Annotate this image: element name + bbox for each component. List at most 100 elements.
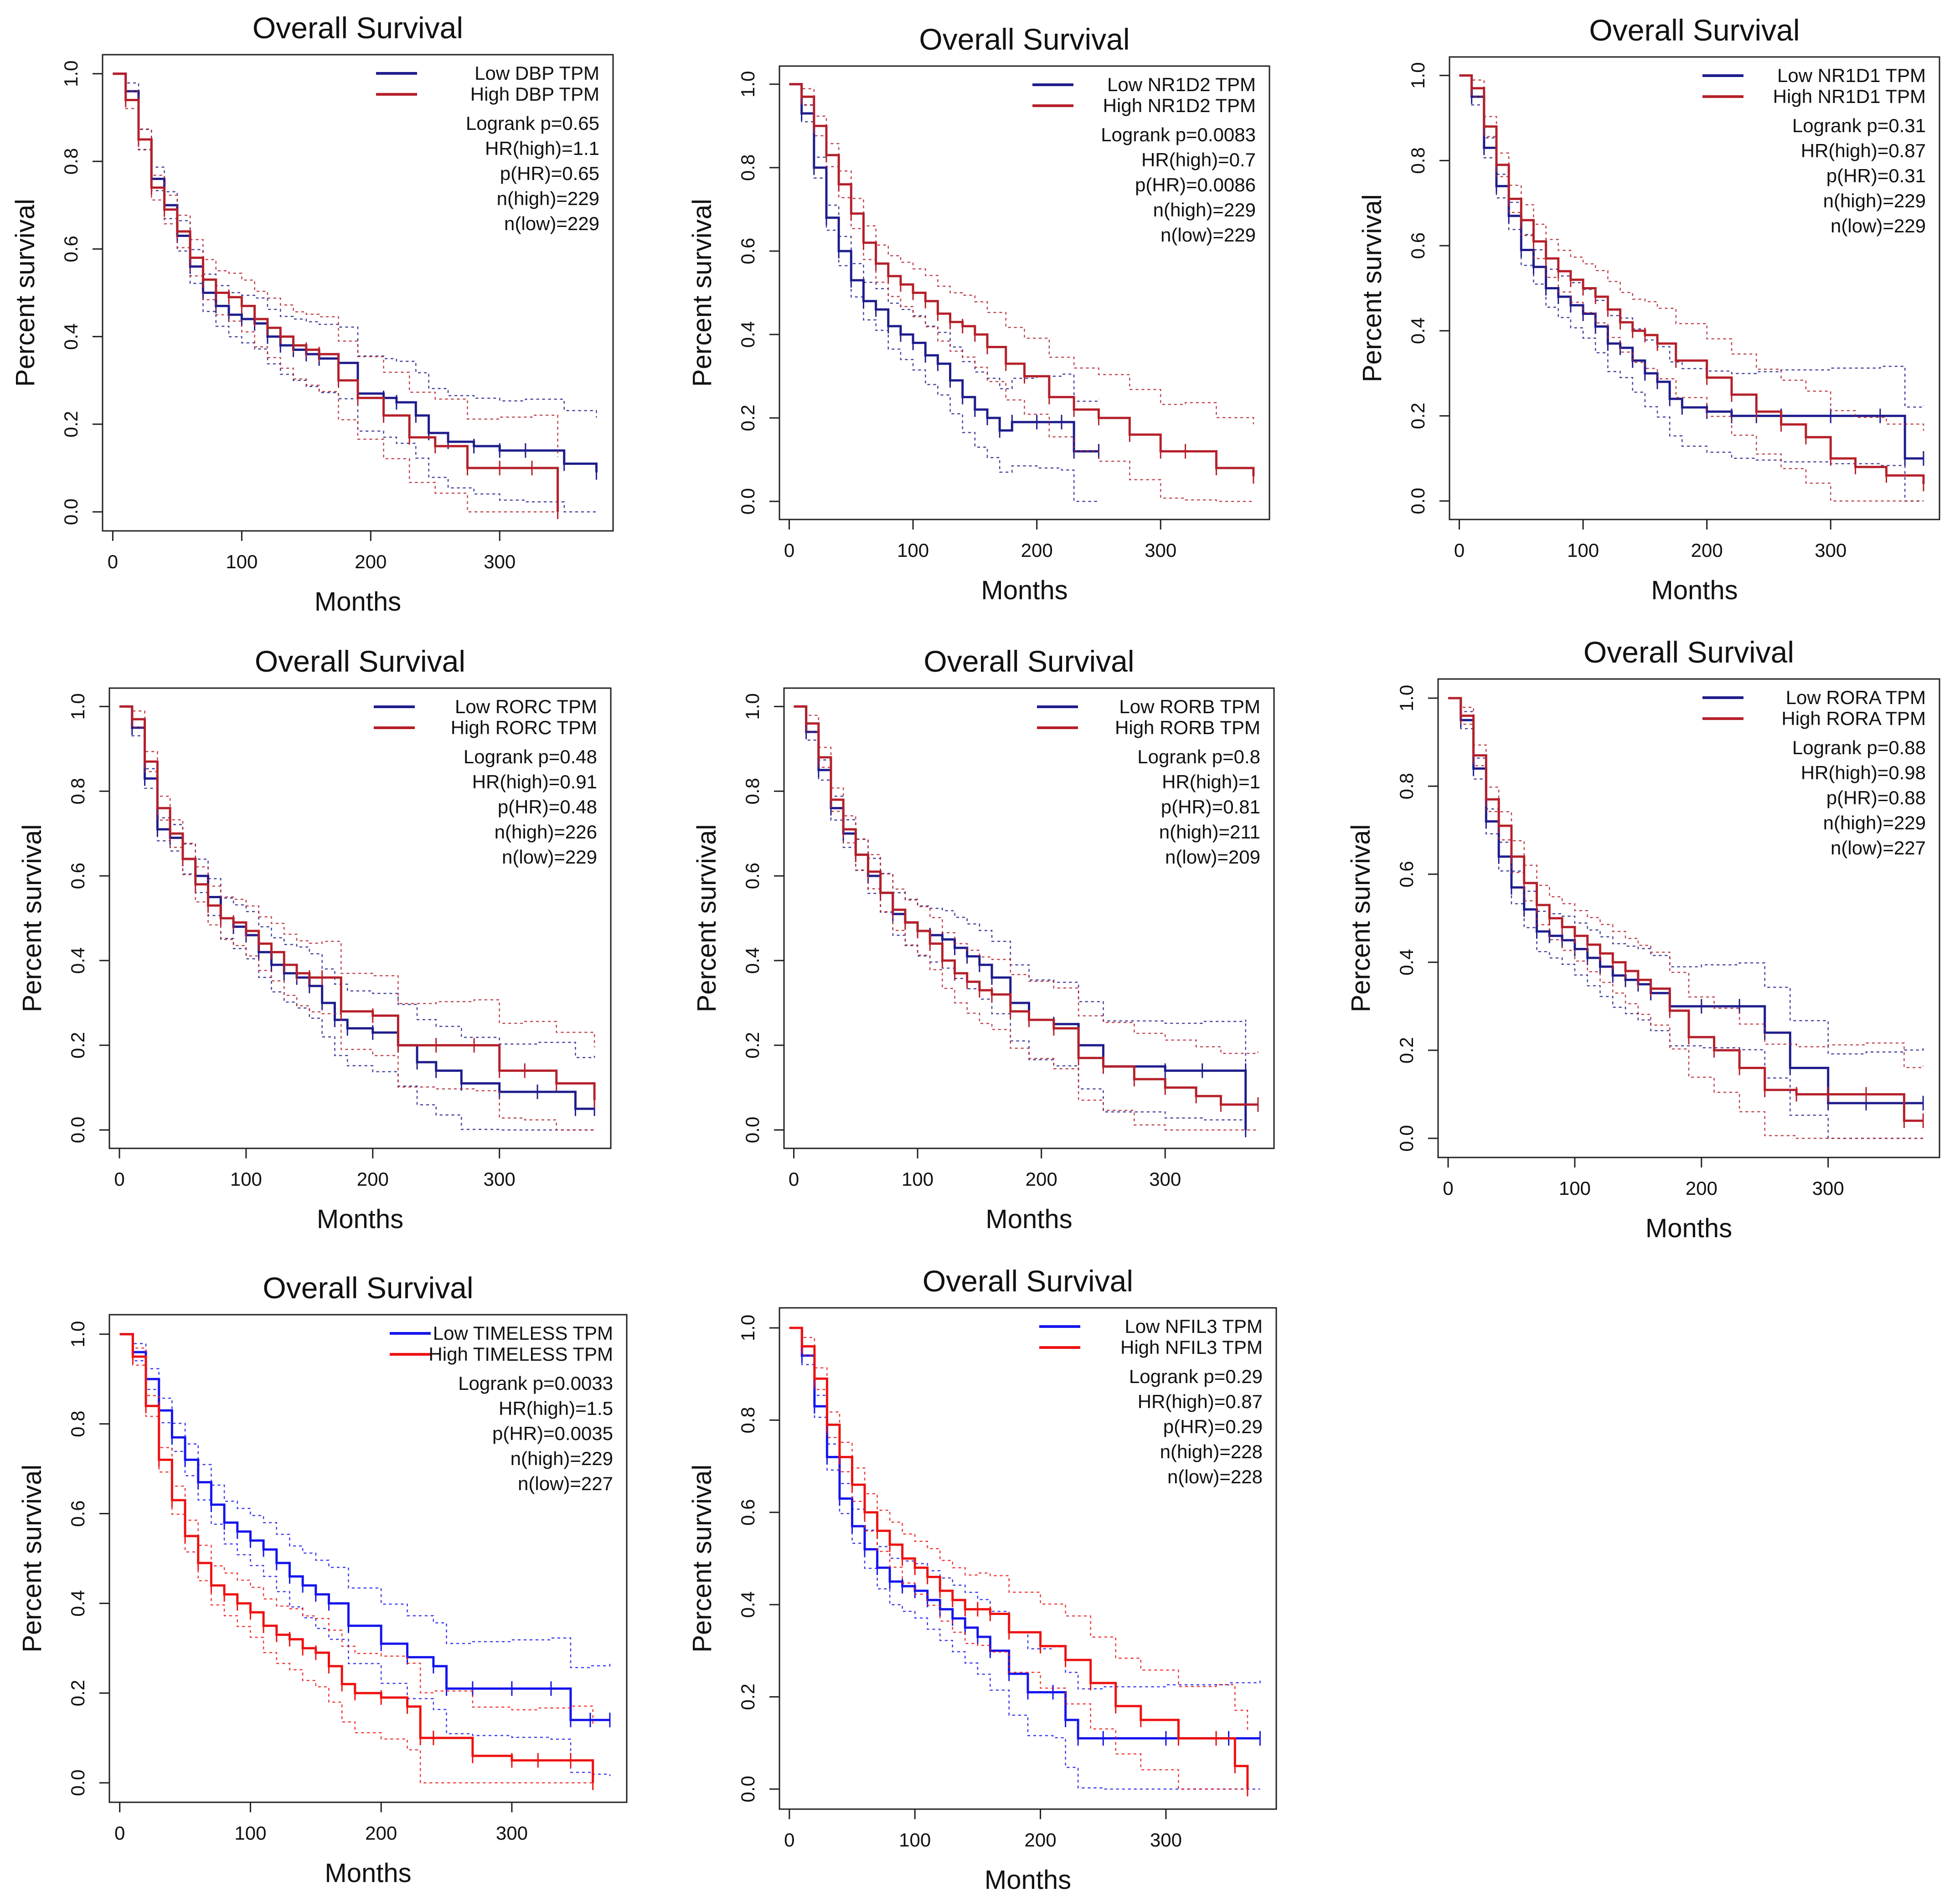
survival-panel-7: Overall Survival 0 100 200 300 0.0 0.2 0.4 0.6 0.…: [17, 1271, 628, 1888]
y-tick-label: 0.4: [742, 947, 763, 974]
plot-frame: [779, 1307, 1277, 1810]
y-tick-label: 0.2: [1396, 1037, 1417, 1064]
x-tick-label: 0: [108, 551, 118, 572]
x-tick-label: 300: [496, 1822, 528, 1844]
ci-upper-high: [119, 1333, 593, 1727]
y-tick-label: 0.0: [737, 1776, 758, 1802]
y-tick-label: 0.6: [737, 1499, 758, 1526]
x-tick-label: 100: [230, 1168, 262, 1190]
y-tick-label: 0.4: [60, 323, 82, 350]
x-tick-label: 0: [789, 1168, 799, 1190]
ci-upper-high: [113, 73, 558, 458]
x-tick-label: 100: [1567, 540, 1599, 561]
chart-title: Overall Survival: [255, 644, 465, 678]
ci-lower-low: [789, 83, 1099, 502]
plot-frame: [783, 687, 1275, 1149]
x-tick-label: 100: [234, 1822, 266, 1844]
ci-lower-low: [119, 706, 595, 1131]
y-tick-label: 1.0: [1396, 685, 1417, 711]
stat-annotation: n(low)=229: [504, 213, 599, 234]
ci-upper-high: [789, 1327, 1248, 1732]
x-tick-label: 100: [226, 551, 258, 572]
legend-entry: Low RORC TPM: [455, 696, 597, 717]
y-tick-label: 0.2: [737, 405, 758, 431]
y-tick-label: 0.0: [1407, 488, 1429, 514]
ci-upper-high: [794, 706, 1259, 1054]
y-tick-label: 1.0: [1407, 62, 1429, 88]
ci-lower-high: [119, 706, 595, 1131]
y-tick-label: 0.8: [742, 778, 763, 804]
legend-entry: High RORB TPM: [1115, 717, 1260, 738]
ci-lower-high: [794, 706, 1258, 1131]
x-axis-label: Months: [315, 587, 401, 617]
stat-annotation: n(low)=229: [1831, 215, 1926, 237]
ci-upper-low: [119, 706, 595, 1059]
ci-upper-high: [1448, 697, 1924, 1068]
legend-entry: Low DBP TPM: [475, 62, 599, 84]
x-tick-label: 200: [365, 1822, 397, 1844]
survival-curve-high: [1448, 697, 1924, 1122]
y-tick-label: 0.2: [67, 1680, 88, 1706]
x-axis-label: Months: [325, 1858, 411, 1888]
y-tick-label: 0.2: [1407, 402, 1429, 429]
y-tick-label: 0.8: [737, 154, 758, 181]
legend-entry: Low TIMELESS TPM: [433, 1322, 613, 1344]
plot-frame: [108, 1314, 628, 1803]
y-tick-label: 0.0: [67, 1116, 88, 1143]
y-tick-label: 0.8: [60, 148, 82, 175]
y-tick-label: 1.0: [737, 1315, 758, 1341]
ci-lower-high: [119, 1333, 593, 1784]
y-tick-label: 0.6: [742, 863, 763, 889]
x-tick-label: 100: [1559, 1178, 1591, 1199]
stat-annotation: HR(high)=0.98: [1801, 762, 1926, 783]
stat-annotation: n(low)=229: [502, 846, 597, 868]
y-tick-label: 0.0: [742, 1116, 763, 1143]
y-tick-label: 0.8: [1407, 147, 1429, 174]
x-tick-label: 200: [1686, 1178, 1718, 1199]
chart-title: Overall Survival: [923, 644, 1134, 678]
stat-annotation: Logrank p=0.48: [464, 746, 597, 767]
survival-curve-high: [119, 705, 596, 1101]
y-axis-label: Percent survival: [1357, 194, 1387, 382]
x-tick-label: 200: [355, 551, 387, 572]
y-tick-label: 0.6: [1396, 861, 1417, 887]
stat-annotation: p(HR)=0.0035: [492, 1423, 613, 1444]
chart-title: Overall Survival: [1583, 635, 1794, 669]
stat-annotation: n(high)=226: [495, 821, 597, 843]
x-axis-label: Months: [985, 1865, 1071, 1895]
stat-annotation: p(HR)=0.29: [1163, 1416, 1263, 1437]
stat-annotation: p(HR)=0.0086: [1135, 174, 1256, 195]
y-tick-label: 1.0: [67, 1321, 88, 1348]
x-axis-label: Months: [985, 1204, 1072, 1234]
legend-entry: Low NFIL3 TPM: [1124, 1316, 1263, 1337]
y-tick-label: 1.0: [67, 693, 88, 720]
ci-lower-low: [1459, 75, 1924, 502]
survival-panel-4: Overall Survival 0 100 200 300 0.0 0.2 0.4 0.6 0.…: [17, 644, 612, 1234]
ci-lower-high: [789, 83, 1253, 502]
legend-entry: High RORC TPM: [451, 717, 597, 738]
ci-lower-high: [113, 73, 558, 513]
y-tick-label: 0.6: [67, 863, 88, 889]
stat-annotation: HR(high)=1.5: [499, 1398, 613, 1419]
ci-upper-high: [1459, 75, 1924, 431]
y-tick-label: 0.0: [1396, 1125, 1417, 1152]
y-tick-label: 0.2: [737, 1683, 758, 1710]
x-axis-label: Months: [1645, 1214, 1732, 1243]
x-tick-label: 100: [899, 1829, 931, 1851]
ci-lower-low: [794, 706, 1247, 1130]
ci-upper-low: [1448, 697, 1924, 1054]
y-tick-label: 0.4: [67, 947, 88, 974]
y-tick-label: 0.4: [1407, 318, 1429, 344]
plot-frame: [108, 687, 612, 1149]
y-axis-label: Percent survival: [687, 199, 717, 387]
stat-annotation: HR(high)=0.91: [472, 771, 597, 792]
x-tick-label: 200: [1691, 540, 1723, 561]
survival-panel-2: Overall Survival 0 100 200 300 0.0 0.2 0.4 0.6 0.…: [687, 22, 1270, 605]
y-tick-label: 0.6: [1407, 232, 1429, 259]
stat-annotation: n(high)=229: [511, 1448, 613, 1469]
survival-curve-high: [1459, 74, 1925, 484]
y-tick-label: 1.0: [742, 693, 763, 720]
x-axis-label: Months: [981, 576, 1068, 605]
stat-annotation: n(low)=228: [1167, 1466, 1263, 1487]
legend-entry: High DBP TPM: [470, 83, 599, 105]
